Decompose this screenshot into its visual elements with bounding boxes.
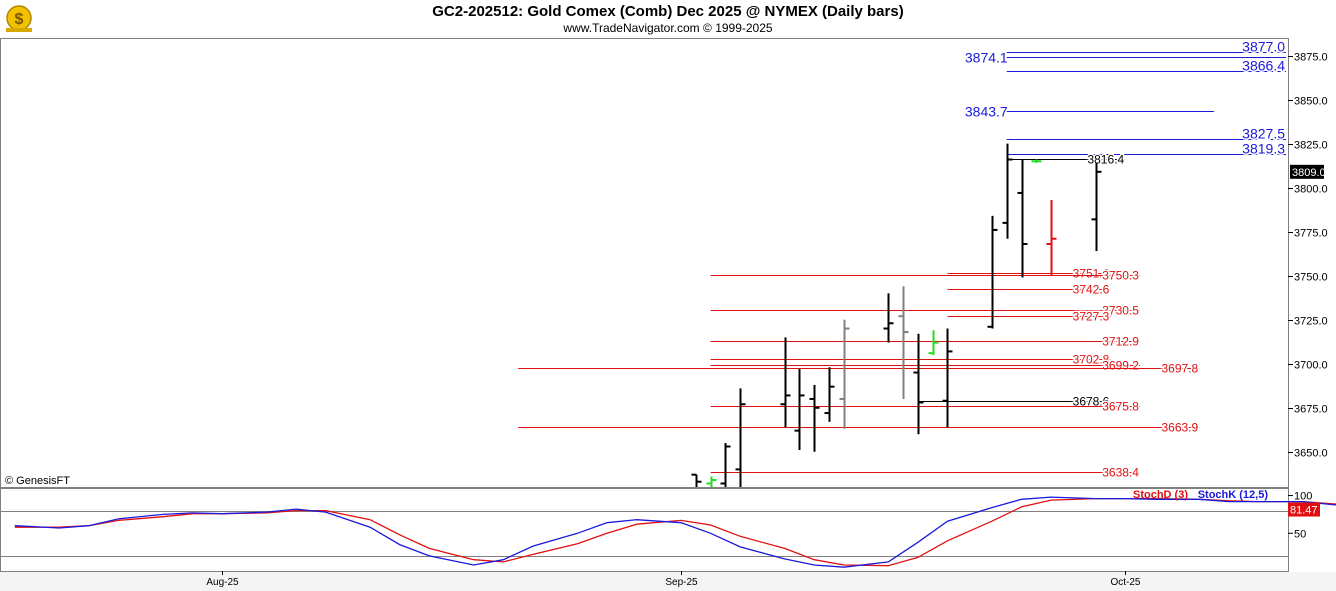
level-label-15: 3697.8 xyxy=(1161,362,1198,376)
ohlc-bar-6[interactable] xyxy=(809,384,820,452)
y-tick-label-6: 3725.0 xyxy=(1294,316,1328,328)
ohlc-bar-4[interactable] xyxy=(780,337,791,428)
x-tick-label-1: Sep-25 xyxy=(665,577,698,588)
x-tick-label-2: Oct-25 xyxy=(1110,577,1140,588)
ohlc-bar-11[interactable] xyxy=(913,333,924,435)
ohlc-bar-5[interactable] xyxy=(794,369,805,451)
ohlc-bar-7[interactable] xyxy=(824,367,835,422)
level-label-9: 3742.6 xyxy=(1073,283,1110,297)
y-tick-label-8: 3675.0 xyxy=(1294,404,1328,416)
y-tick-label-9: 3650.0 xyxy=(1294,448,1328,460)
level-label-12: 3712.9 xyxy=(1102,335,1139,349)
y-tick-label-1: 3850.0 xyxy=(1294,96,1328,108)
ohlc-bar-17[interactable] xyxy=(1031,159,1042,164)
ohlc-bar-16[interactable] xyxy=(1017,159,1028,278)
y-tick-label-3: 3800.0 xyxy=(1294,184,1328,196)
stoch-last-badge xyxy=(1288,502,1320,517)
chart-title: GC2-202512: Gold Comex (Comb) Dec 2025 @… xyxy=(432,3,904,20)
chart-header: $ GC2-202512: Gold Comex (Comb) Dec 2025… xyxy=(0,0,1336,38)
legend-stochd: StochD (3) xyxy=(1133,489,1188,501)
last-price-label: 3809.0 xyxy=(1292,167,1326,179)
level-label-3: 3843.7 xyxy=(965,104,1008,120)
y-tick-label-4: 3775.0 xyxy=(1294,228,1328,240)
stoch-y-tick-label-1: 50 xyxy=(1294,528,1306,540)
stochastic-plot-area[interactable] xyxy=(0,488,1289,572)
level-label-17: 3675.8 xyxy=(1102,400,1139,414)
level-label-6: 3816.4 xyxy=(1087,153,1124,167)
level-label-4: 3827.5 xyxy=(1242,126,1285,142)
level-label-5: 3819.3 xyxy=(1242,141,1285,157)
ohlc-bar-13[interactable] xyxy=(942,328,953,428)
ohlc-bar-3[interactable] xyxy=(735,388,746,487)
stoch-last-label: 81.47 xyxy=(1290,505,1318,517)
level-label-0: 3877.0 xyxy=(1242,39,1285,55)
level-label-8: 3750.3 xyxy=(1102,269,1139,283)
ohlc-bar-8[interactable] xyxy=(839,319,850,429)
level-label-16: 3678.6 xyxy=(1073,395,1110,409)
ohlc-bar-15[interactable] xyxy=(1002,143,1013,239)
y-tick-label-2: 3825.0 xyxy=(1294,140,1328,152)
ohlc-bar-10[interactable] xyxy=(898,286,909,399)
price-axis[interactable] xyxy=(1290,38,1336,571)
level-label-18: 3663.9 xyxy=(1161,421,1198,435)
legend-stochk: StochK (12,5) xyxy=(1198,489,1269,501)
level-label-2: 3866.4 xyxy=(1242,58,1285,74)
ohlc-bar-2[interactable] xyxy=(720,442,731,487)
ohlc-bar-1[interactable] xyxy=(706,476,717,487)
y-tick-label-5: 3750.0 xyxy=(1294,272,1328,284)
chart-subtitle: www.TradeNavigator.com © 1999-2025 xyxy=(563,21,773,35)
level-label-1: 3874.1 xyxy=(965,50,1008,66)
level-label-14: 3699.2 xyxy=(1102,359,1139,373)
stoch-series-1[interactable] xyxy=(14,496,1336,568)
svg-text:$: $ xyxy=(15,11,24,28)
ohlc-bar-0[interactable] xyxy=(691,473,702,487)
last-price-badge xyxy=(1290,164,1324,179)
level-label-13: 3702.8 xyxy=(1073,353,1110,367)
gold-dollar-logo-icon: $ xyxy=(6,5,32,32)
stoch-y-tick-label-0: 100 xyxy=(1294,491,1312,503)
ohlc-bar-19[interactable] xyxy=(1091,163,1102,252)
ohlc-bar-18[interactable] xyxy=(1046,199,1057,276)
ohlc-bar-14[interactable] xyxy=(987,215,998,329)
watermark: © GenesisFT xyxy=(5,475,70,487)
x-tick-label-0: Aug-25 xyxy=(206,577,239,588)
level-label-11: 3727.3 xyxy=(1073,310,1110,324)
date-axis[interactable] xyxy=(0,572,1336,591)
price-plot-area[interactable] xyxy=(0,38,1289,488)
ohlc-bar-12[interactable] xyxy=(928,330,939,355)
y-tick-label-0: 3875.0 xyxy=(1294,52,1328,64)
y-tick-label-7: 3700.0 xyxy=(1294,360,1328,372)
ohlc-bar-9[interactable] xyxy=(883,293,894,343)
level-label-10: 3730.5 xyxy=(1102,304,1139,318)
level-label-7: 3751.6 xyxy=(1073,267,1110,281)
level-label-19: 3638.4 xyxy=(1102,466,1139,480)
